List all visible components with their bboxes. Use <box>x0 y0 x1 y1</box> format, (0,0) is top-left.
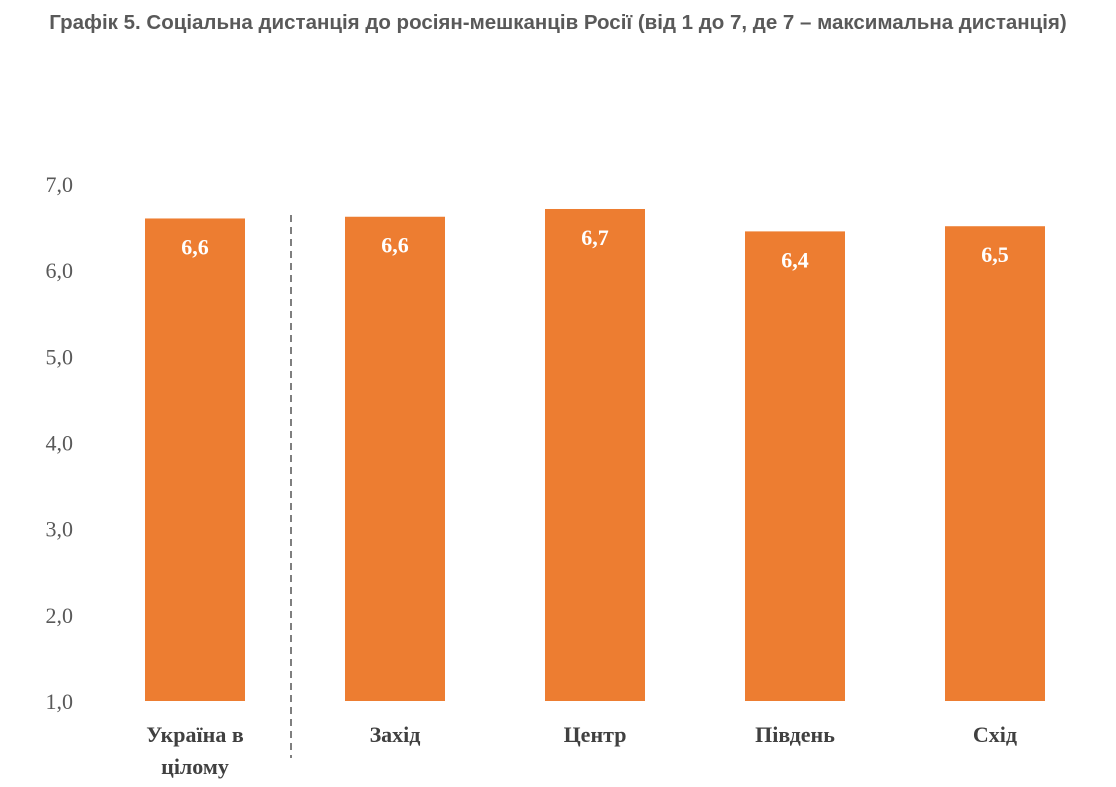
bar <box>345 216 445 701</box>
data-label: 6,6 <box>181 234 209 259</box>
bar <box>945 226 1045 701</box>
data-label: 6,6 <box>381 233 409 258</box>
y-tick-label: 3,0 <box>46 517 74 542</box>
data-label: 6,7 <box>581 225 609 250</box>
chart-title: Графік 5. Соціальна дистанція до росіян-… <box>49 11 1067 34</box>
bar <box>745 231 845 701</box>
y-tick-label: 5,0 <box>46 344 74 369</box>
data-label: 6,5 <box>981 242 1009 267</box>
category-label: Південь <box>755 722 835 747</box>
category-label: Україна в <box>146 722 244 747</box>
category-label: Схід <box>973 722 1017 747</box>
category-label: цілому <box>161 754 229 779</box>
bars <box>145 208 1045 701</box>
y-tick-label: 6,0 <box>46 258 74 283</box>
y-axis: 1,0 2,0 3,0 4,0 5,0 6,0 7,0 <box>46 172 74 714</box>
bar <box>545 208 645 701</box>
bar <box>145 218 245 701</box>
y-tick-label: 4,0 <box>46 431 74 456</box>
y-tick-label: 2,0 <box>46 603 74 628</box>
category-label: Захід <box>370 722 421 747</box>
y-tick-label: 7,0 <box>46 172 74 197</box>
data-labels: 6,6 6,6 6,7 6,4 6,5 <box>181 225 1009 272</box>
y-tick-label: 1,0 <box>46 689 74 714</box>
x-axis: Україна в цілому Захід Центр Південь Схід <box>146 722 1017 779</box>
data-label: 6,4 <box>781 247 809 272</box>
category-label: Центр <box>564 722 627 747</box>
